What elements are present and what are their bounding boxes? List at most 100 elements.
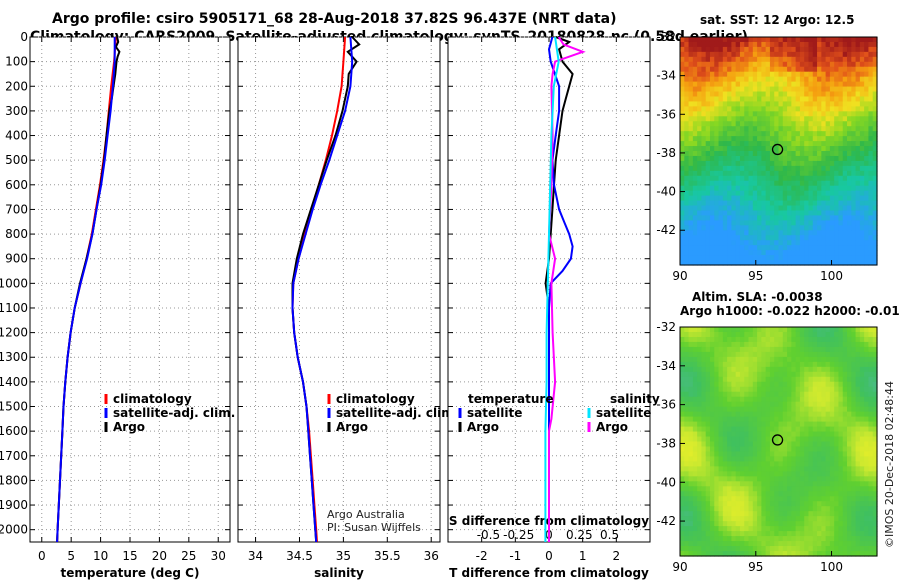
sla-cell xyxy=(868,327,874,333)
sst-cell xyxy=(868,66,874,73)
sla-cell xyxy=(757,351,762,358)
sla-cell xyxy=(787,336,792,343)
sst-cell xyxy=(855,126,861,132)
sst-cell xyxy=(709,190,715,197)
sla-cell xyxy=(718,376,724,383)
sla-cell xyxy=(701,436,707,443)
y-tick-label: -36 xyxy=(656,398,676,412)
sla-cell xyxy=(825,361,831,368)
sst-cell xyxy=(799,61,805,68)
sst-cell xyxy=(752,96,758,103)
sst-cell xyxy=(787,96,792,103)
sst-cell xyxy=(778,56,784,63)
sst-cell xyxy=(757,170,762,177)
sla-cell xyxy=(804,471,810,477)
sst-cell xyxy=(748,195,754,202)
sla-cell xyxy=(697,546,703,552)
sst-cell xyxy=(804,46,810,53)
sla-cell xyxy=(825,371,831,378)
sst-cell xyxy=(842,260,848,266)
sla-cell xyxy=(709,491,715,497)
sla-cell xyxy=(757,476,762,482)
sst-cell xyxy=(842,96,848,103)
sla-cell xyxy=(799,406,805,413)
sla-cell xyxy=(851,446,857,453)
sla-cell xyxy=(851,361,857,368)
sla-cell xyxy=(744,381,750,388)
sla-cell xyxy=(735,496,741,502)
sst-cell xyxy=(744,136,750,142)
sla-cell xyxy=(714,327,720,333)
sla-cell xyxy=(744,516,750,522)
sla-cell xyxy=(825,526,831,532)
sla-cell xyxy=(757,511,762,517)
sst-cell xyxy=(680,121,685,127)
sla-cell xyxy=(774,341,780,348)
sla-cell xyxy=(718,551,724,557)
sla-cell xyxy=(757,411,762,418)
sla-cell xyxy=(688,476,694,482)
sla-cell xyxy=(714,551,720,557)
sst-cell xyxy=(701,111,707,117)
sla-cell xyxy=(680,536,685,542)
sla-cell xyxy=(864,451,870,458)
sst-cell xyxy=(817,240,822,246)
sst-cell xyxy=(705,116,711,122)
sla-cell xyxy=(739,506,745,512)
sst-cell xyxy=(799,81,805,88)
sst-cell xyxy=(731,165,737,172)
sla-cell xyxy=(769,476,775,482)
sla-cell xyxy=(821,461,827,467)
sla-cell xyxy=(795,521,801,527)
sla-cell xyxy=(765,366,771,373)
sst-cell xyxy=(812,215,818,221)
sla-cell xyxy=(718,481,724,487)
sst-cell xyxy=(855,215,861,221)
sst-cell xyxy=(727,260,732,266)
sst-cell xyxy=(782,121,788,127)
sla-cell xyxy=(872,436,878,443)
sla-cell xyxy=(757,541,762,547)
sst-cell xyxy=(680,170,685,177)
sst-cell xyxy=(782,240,788,246)
sst-cell xyxy=(735,250,741,256)
sst-cell xyxy=(855,106,861,112)
sla-cell xyxy=(834,371,840,378)
sst-cell xyxy=(799,76,805,83)
sst-cell xyxy=(808,180,814,187)
sst-cell xyxy=(727,101,732,107)
sla-cell xyxy=(774,526,780,532)
sla-cell xyxy=(761,546,767,552)
sla-cell xyxy=(744,456,750,463)
sst-cell xyxy=(847,131,852,137)
sst-cell xyxy=(817,220,822,226)
sst-cell xyxy=(838,51,844,58)
sla-cell xyxy=(778,536,784,542)
sst-cell xyxy=(701,76,707,83)
sla-cell xyxy=(782,541,788,547)
sst-cell xyxy=(731,116,737,122)
sst-cell xyxy=(731,200,737,207)
sst-cell xyxy=(838,155,844,162)
sst-cell xyxy=(868,141,874,147)
sla-cell xyxy=(808,396,814,403)
sst-cell xyxy=(787,220,792,226)
sla-cell xyxy=(825,436,831,443)
sla-cell xyxy=(808,506,814,512)
sla-cell xyxy=(808,436,814,443)
sla-cell xyxy=(774,501,780,507)
sla-cell xyxy=(859,481,865,487)
sla-cell xyxy=(744,486,750,492)
sst-cell xyxy=(680,250,685,256)
sst-cell xyxy=(718,66,724,73)
sst-cell xyxy=(778,146,784,152)
sst-cell xyxy=(709,136,715,142)
sla-cell xyxy=(718,396,724,403)
sla-cell xyxy=(752,411,758,418)
salinity-panel: 34 34.5 35 35.5 36salinityclimatologysatelli… xyxy=(237,36,458,580)
sla-cell xyxy=(705,391,711,398)
sla-cell xyxy=(787,371,792,378)
sla-cell xyxy=(782,476,788,482)
sst-cell xyxy=(705,180,711,187)
sst-cell xyxy=(838,37,844,43)
